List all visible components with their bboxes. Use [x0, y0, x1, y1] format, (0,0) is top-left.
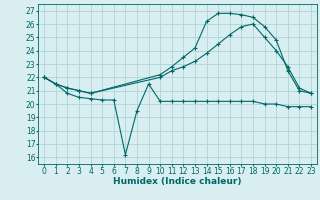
X-axis label: Humidex (Indice chaleur): Humidex (Indice chaleur) — [113, 177, 242, 186]
